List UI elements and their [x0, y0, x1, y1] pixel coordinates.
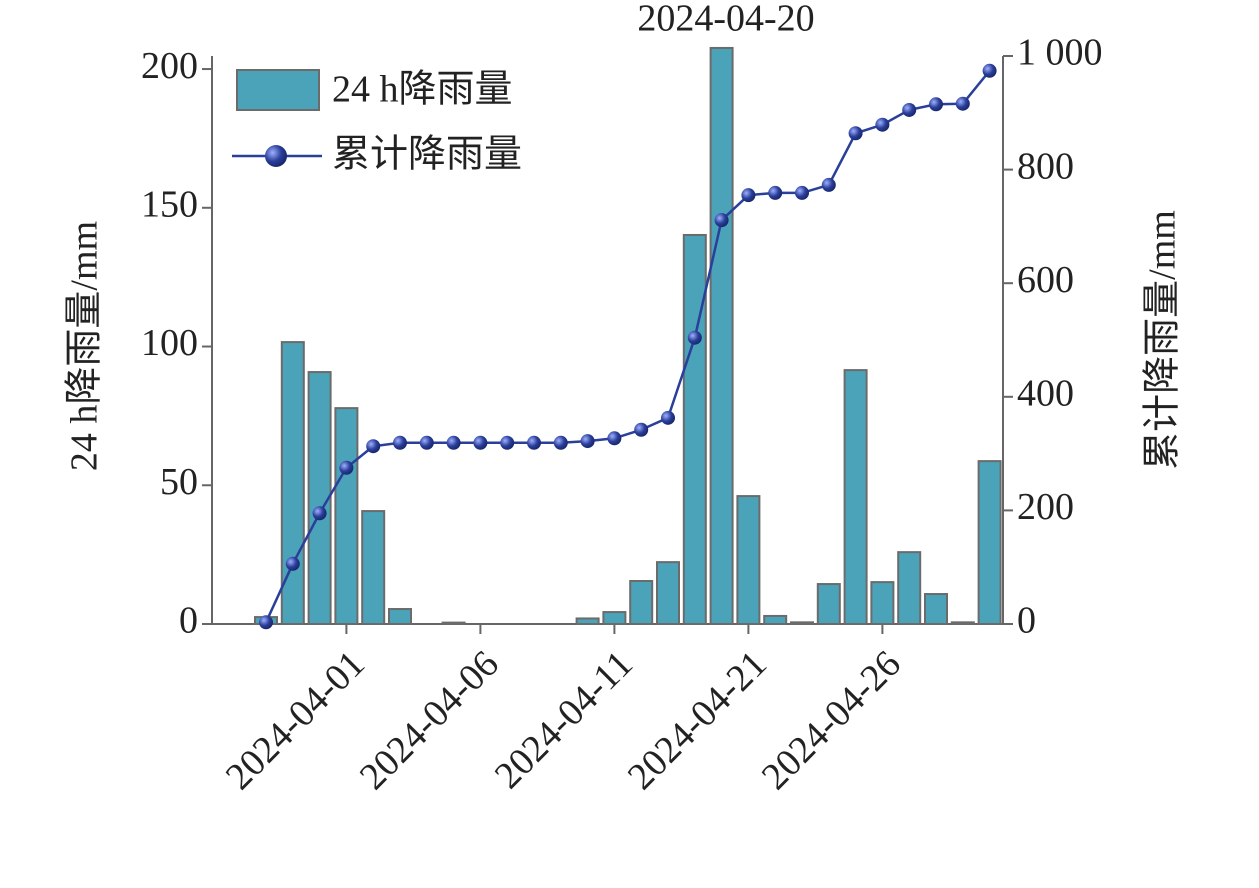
line-point — [473, 435, 488, 450]
line-point — [259, 615, 273, 630]
y-tick-label: 100 — [141, 322, 198, 364]
line-point — [821, 177, 836, 192]
bar — [629, 579, 654, 626]
y-tick-label: 0 — [179, 600, 198, 642]
line-point — [661, 410, 675, 425]
line-point — [500, 435, 515, 450]
legend-label: 累计降雨量 — [332, 134, 522, 176]
line-point — [634, 422, 649, 437]
y-tick-label: 200 — [141, 45, 198, 87]
legend-marker — [265, 145, 287, 167]
line-point — [955, 96, 970, 111]
line-point — [366, 439, 381, 454]
legend-label: 24 h降雨量 — [332, 69, 513, 111]
bar — [388, 608, 412, 625]
bar — [816, 583, 841, 625]
bar — [656, 561, 680, 625]
bar — [763, 614, 788, 626]
line-point — [982, 63, 997, 78]
bar — [334, 407, 359, 625]
y2-tick-label: 200 — [1017, 486, 1074, 528]
line-point — [393, 435, 407, 450]
y-tick-label: 50 — [160, 461, 198, 503]
y2-axis-label: 累计降雨量/mm — [1142, 210, 1184, 470]
line-point — [607, 431, 622, 446]
line-point — [339, 460, 354, 475]
line-point — [312, 506, 327, 521]
line-point — [768, 185, 783, 200]
x-tick-label: 2024-04-26 — [754, 643, 909, 798]
bar — [441, 621, 466, 626]
line-point — [902, 102, 917, 117]
bar — [682, 233, 707, 625]
bar — [843, 369, 868, 626]
line-point — [714, 213, 729, 228]
annotation: 2024-04-20 — [637, 0, 814, 40]
line-point — [446, 435, 461, 450]
line-point — [553, 435, 568, 450]
bar — [361, 510, 386, 625]
bar — [307, 371, 332, 625]
bar — [602, 611, 627, 626]
line-point — [419, 435, 434, 450]
y2-tick-label: 400 — [1017, 373, 1074, 415]
bar — [790, 621, 814, 626]
y2-tick-label: 800 — [1017, 145, 1074, 187]
bar — [736, 495, 761, 625]
bar — [870, 581, 895, 626]
y2-tick-label: 1 000 — [1017, 32, 1103, 74]
bar — [924, 593, 948, 625]
line-point — [285, 556, 300, 571]
line-point — [687, 330, 702, 345]
y2-tick-label: 0 — [1017, 600, 1036, 642]
x-tick-label: 2024-04-01 — [218, 643, 373, 798]
bar — [709, 46, 734, 625]
x-tick-label: 2024-04-06 — [352, 643, 507, 798]
line-point — [527, 435, 541, 450]
line-point — [580, 434, 595, 449]
x-tick-label: 2024-04-21 — [620, 643, 775, 798]
y-tick-label: 150 — [141, 183, 198, 225]
bar — [897, 551, 922, 625]
x-tick-label: 2024-04-11 — [487, 643, 641, 797]
line-point — [848, 126, 863, 141]
line-point — [795, 185, 809, 200]
line — [264, 69, 991, 623]
line-point — [741, 188, 756, 203]
y2-tick-label: 600 — [1017, 259, 1074, 301]
line-point — [875, 117, 890, 132]
line-point — [929, 97, 943, 112]
y-axis-label: 24 h降雨量/mm — [64, 221, 106, 471]
legend-swatch — [236, 69, 320, 111]
bar — [977, 460, 1002, 625]
bar — [575, 617, 600, 626]
bar — [950, 621, 975, 626]
